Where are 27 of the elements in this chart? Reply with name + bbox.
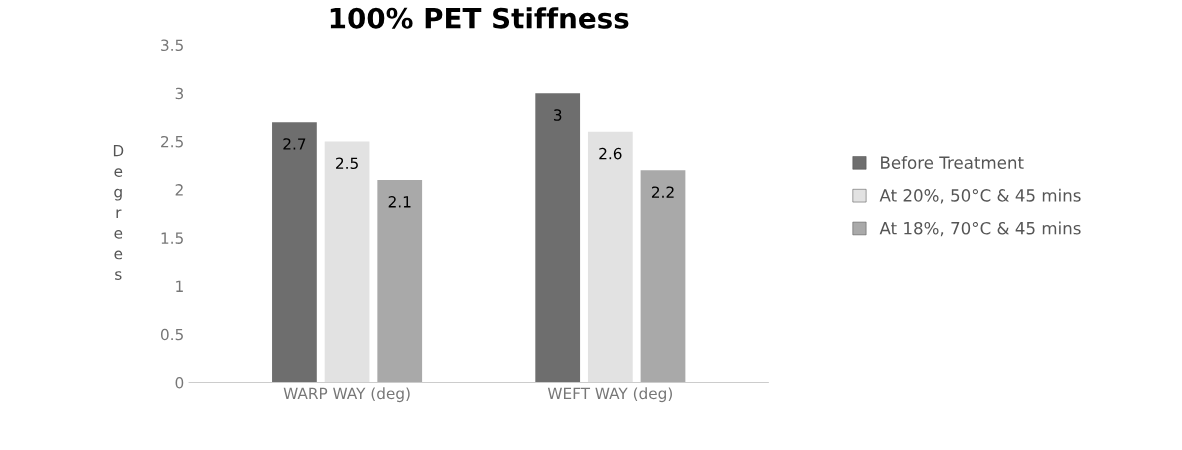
- data-label: 2.5: [336, 157, 358, 170]
- y-tick-label: 2.5: [161, 135, 183, 148]
- legend-label: At 20%, 50°C & 45 mins: [879, 188, 1081, 204]
- y-tick-label: 2: [175, 184, 183, 196]
- bar: [324, 141, 370, 383]
- y-tick-label: 0.5: [160, 328, 183, 341]
- legend-label: Before Treatment: [881, 156, 1024, 169]
- bar: [640, 170, 686, 383]
- data-label: 2.6: [599, 147, 622, 160]
- x-tick-label: WEFT WAY (deg): [547, 387, 672, 403]
- legend-label: At 18%, 70°C & 45 mins: [879, 221, 1081, 237]
- y-tick-label: 1.5: [161, 232, 183, 244]
- data-label: 3: [553, 109, 562, 121]
- y-tick-label: 0: [175, 376, 184, 389]
- y-tick-label: 3: [175, 87, 184, 100]
- bar: [272, 122, 317, 383]
- y-tick-label: 1: [176, 280, 183, 292]
- data-label: 2.1: [388, 196, 411, 208]
- x-tick-label: WARP WAY (deg): [283, 387, 410, 403]
- y-axis-title: Degrees: [113, 145, 124, 280]
- data-label: 2.7: [283, 138, 306, 150]
- chart-title: 100% PET Stiffness: [330, 7, 629, 29]
- bar: [377, 180, 423, 383]
- y-tick-label: 3.5: [161, 39, 183, 52]
- bar: [535, 93, 581, 383]
- data-label: 2.2: [651, 186, 674, 198]
- bar: [587, 131, 633, 383]
